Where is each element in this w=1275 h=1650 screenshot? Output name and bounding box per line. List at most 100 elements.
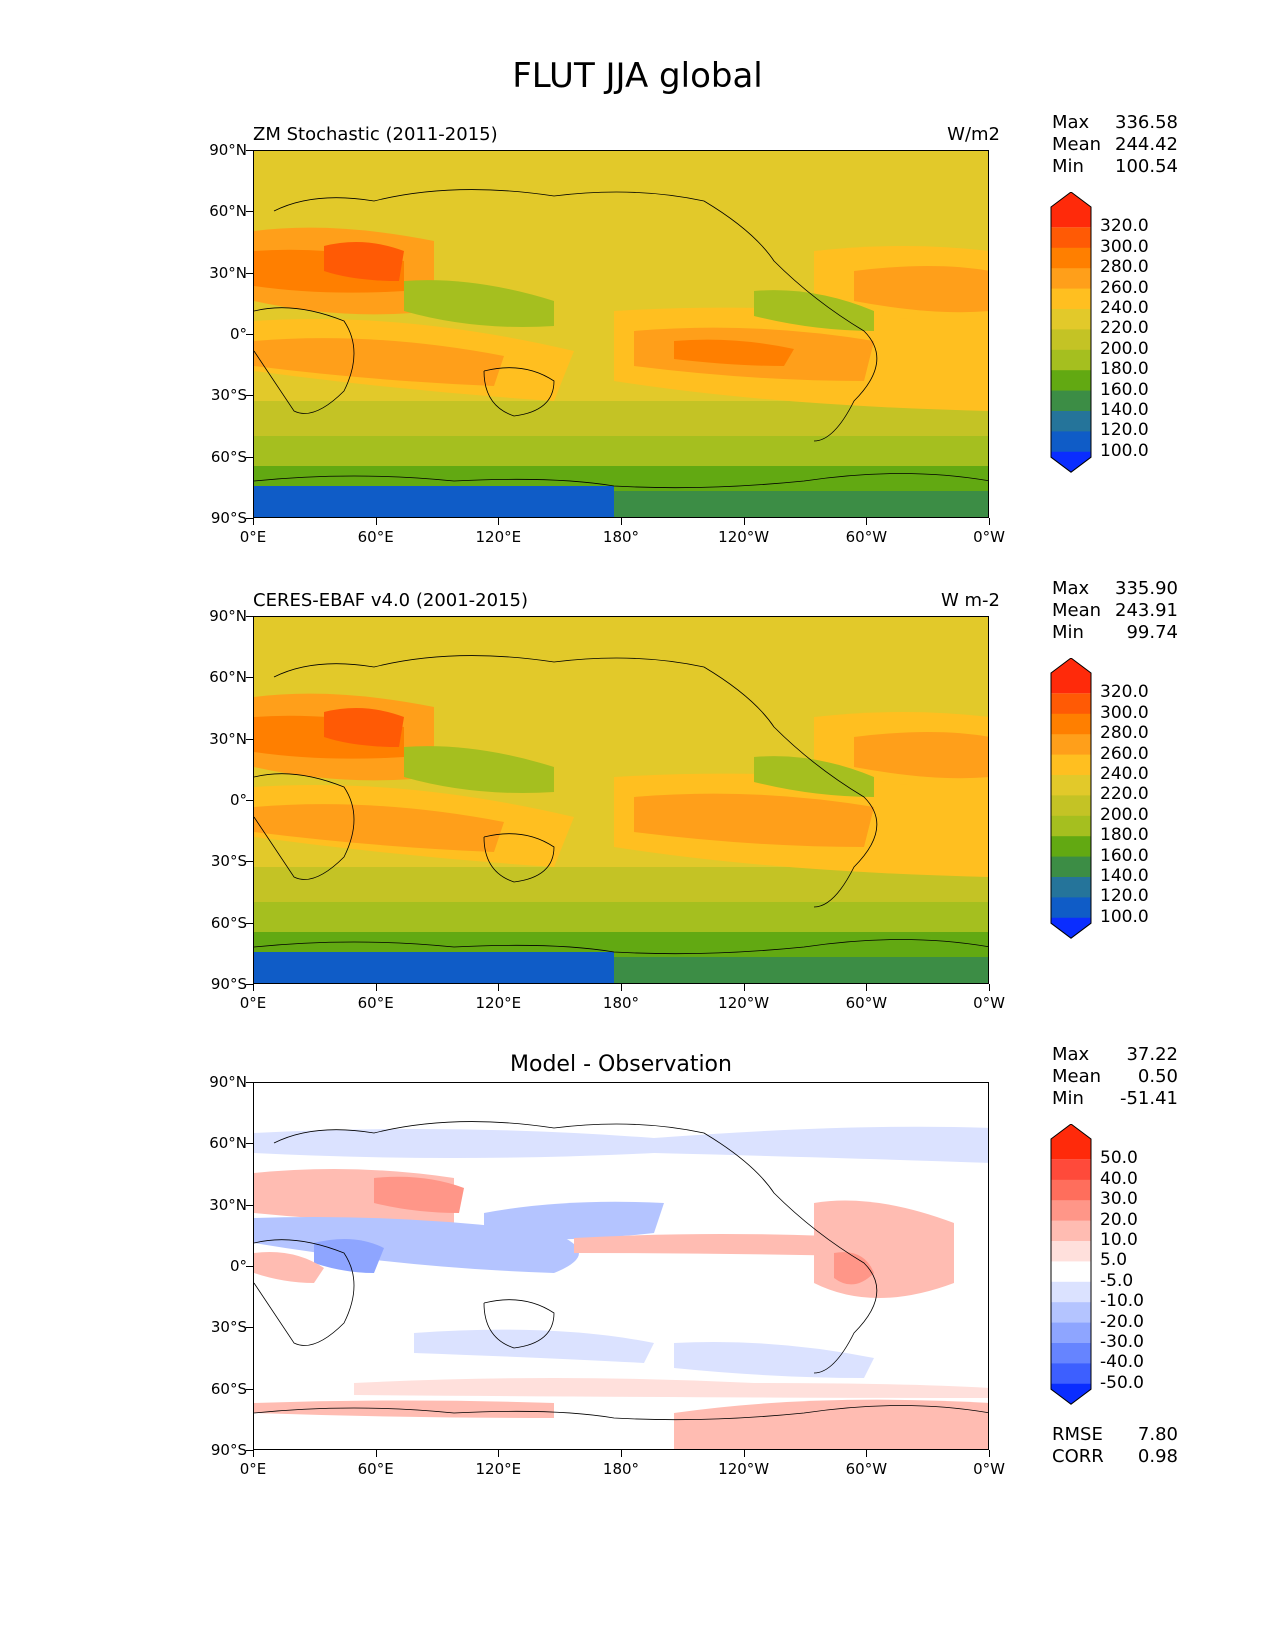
colorbar-label: 160.0 bbox=[1100, 845, 1149, 866]
panel-model: ZM Stochastic (2011-2015) W/m2 bbox=[0, 112, 1275, 594]
lat-tick bbox=[246, 518, 253, 519]
lat-tick bbox=[246, 1266, 253, 1267]
colorbar-label: 50.0 bbox=[1100, 1148, 1138, 1169]
lat-tick bbox=[246, 272, 253, 274]
colorbar-label: -30.0 bbox=[1100, 1332, 1144, 1352]
lat-tick bbox=[246, 1082, 253, 1083]
colorbar-graphic bbox=[1050, 1123, 1092, 1405]
lat-tick bbox=[246, 334, 253, 335]
lon-tick-label: 0°E bbox=[239, 994, 267, 1012]
min-value: 100.54 bbox=[1115, 156, 1178, 177]
colorbar-segment bbox=[1051, 1261, 1091, 1283]
colorbar-segment bbox=[1051, 1281, 1091, 1303]
mean-value: 243.91 bbox=[1115, 600, 1178, 621]
corr-value: 0.98 bbox=[1137, 1446, 1178, 1467]
colorbar-segment bbox=[1051, 349, 1091, 371]
lon-tick bbox=[989, 1450, 990, 1457]
lon-tick bbox=[498, 1450, 500, 1457]
lon-tick-label: 120°E bbox=[475, 994, 522, 1012]
colorbar-observation: 320.0 300.0 280.0 260.0 240.0 220.0 200.0 180.0… bbox=[1050, 657, 1149, 957]
lon-tick-label: 0°W bbox=[973, 1460, 1005, 1478]
mean-label: Mean bbox=[1052, 1066, 1102, 1087]
colorbar-extend-bottom bbox=[1051, 451, 1091, 473]
lat-tick-label: 0° bbox=[229, 1257, 247, 1275]
lat-tick-label: 30°N bbox=[209, 1195, 247, 1214]
lat-tick-label: 30°S bbox=[210, 1318, 247, 1337]
lon-tick-label: 0°W bbox=[973, 528, 1005, 546]
min-label: Min bbox=[1052, 1088, 1084, 1109]
lat-tick-label: 0° bbox=[229, 325, 247, 343]
lat-tick bbox=[246, 456, 253, 458]
colorbar-label: 220.0 bbox=[1100, 318, 1149, 339]
lat-tick bbox=[246, 984, 253, 985]
lat-tick-label: 90°S bbox=[210, 975, 247, 993]
colorbar-segment bbox=[1051, 877, 1091, 898]
min-label: Min bbox=[1052, 156, 1084, 177]
lat-tick-label: 60°N bbox=[209, 1134, 247, 1153]
max-value: 336.58 bbox=[1115, 112, 1178, 133]
min-value: 99.74 bbox=[1126, 622, 1178, 643]
lon-tick bbox=[866, 984, 868, 991]
colorbar-label: 180.0 bbox=[1100, 825, 1149, 846]
colorbar-segment bbox=[1051, 268, 1091, 290]
colorbar-label: 200.0 bbox=[1100, 338, 1149, 359]
lon-tick bbox=[743, 1450, 745, 1457]
colorbar-label: 260.0 bbox=[1100, 743, 1149, 764]
lon-tick-label: 120°E bbox=[475, 528, 522, 546]
lat-tick bbox=[246, 738, 253, 740]
lat-tick bbox=[246, 922, 253, 924]
colorbar-extend-bottom bbox=[1051, 917, 1091, 939]
lon-tick bbox=[989, 518, 990, 525]
colorbar-label: 300.0 bbox=[1100, 236, 1149, 257]
colorbar-model: 320.0 300.0 280.0 260.0 240.0 220.0 200.0 180.0… bbox=[1050, 191, 1149, 491]
colorbar-segment bbox=[1051, 713, 1091, 735]
max-value: 335.90 bbox=[1115, 578, 1178, 599]
map-difference-field bbox=[254, 1083, 988, 1449]
colorbar-segment bbox=[1051, 1322, 1091, 1344]
lon-tick bbox=[743, 984, 745, 991]
colorbar-label: 220.0 bbox=[1100, 784, 1149, 805]
lat-tick-label: 60°N bbox=[209, 668, 247, 687]
lon-tick-label: 120°E bbox=[475, 1460, 522, 1478]
lat-tick bbox=[246, 211, 253, 213]
lat-tick bbox=[246, 1204, 253, 1206]
colorbar-label: 140.0 bbox=[1100, 400, 1149, 420]
colorbar-label: 300.0 bbox=[1100, 702, 1149, 723]
panel-difference: Model - Observation bbox=[0, 1044, 1275, 1526]
panel-units: W m-2 bbox=[940, 590, 1000, 611]
colorbar-segment bbox=[1051, 288, 1091, 310]
colorbar-label: 200.0 bbox=[1100, 804, 1149, 825]
colorbar-label: -50.0 bbox=[1100, 1372, 1144, 1393]
colorbar-label: -5.0 bbox=[1100, 1270, 1134, 1291]
colorbar-extend-top bbox=[1051, 192, 1091, 228]
colorbar-label: -40.0 bbox=[1100, 1352, 1144, 1373]
lat-tick bbox=[246, 677, 253, 679]
rmse-value: 7.80 bbox=[1137, 1424, 1178, 1445]
lon-tick bbox=[375, 1450, 377, 1457]
lon-tick bbox=[621, 984, 622, 991]
map-difference bbox=[253, 1082, 989, 1450]
lat-tick bbox=[246, 1327, 253, 1329]
lat-tick-label: 60°N bbox=[209, 202, 247, 221]
lon-tick-label: 180° bbox=[602, 1460, 640, 1478]
colorbar-difference: 50.0 40.0 30.0 20.0 10.0 5.0 -5.0 -10.0 -20.0 -30… bbox=[1050, 1123, 1144, 1423]
colorbar-graphic bbox=[1050, 657, 1092, 939]
colorbar-label: 120.0 bbox=[1100, 420, 1149, 441]
colorbar-segment bbox=[1051, 815, 1091, 837]
panel-units: W/m2 bbox=[947, 124, 1000, 145]
lat-tick bbox=[246, 150, 253, 151]
panel-left-title: ZM Stochastic (2011-2015) bbox=[253, 124, 498, 145]
colorbar-label: 180.0 bbox=[1100, 359, 1149, 380]
lon-tick bbox=[498, 984, 500, 991]
colorbar-segment bbox=[1051, 370, 1091, 392]
colorbar-segment bbox=[1051, 309, 1091, 330]
colorbar-segment bbox=[1051, 754, 1091, 776]
colorbar-label: 10.0 bbox=[1100, 1230, 1138, 1250]
colorbar-label: 320.0 bbox=[1100, 216, 1149, 237]
lat-tick-label: 60°S bbox=[210, 913, 247, 932]
colorbar-label: -20.0 bbox=[1100, 1311, 1144, 1332]
colorbar-label: 280.0 bbox=[1100, 257, 1149, 278]
colorbar-segment bbox=[1051, 390, 1091, 412]
lat-tick-label: 30°S bbox=[210, 386, 247, 405]
colorbar-segment bbox=[1051, 897, 1091, 919]
